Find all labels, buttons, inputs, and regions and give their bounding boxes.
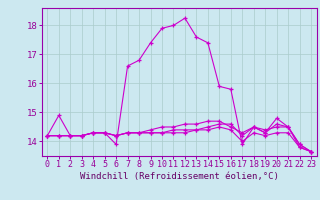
X-axis label: Windchill (Refroidissement éolien,°C): Windchill (Refroidissement éolien,°C) — [80, 172, 279, 181]
